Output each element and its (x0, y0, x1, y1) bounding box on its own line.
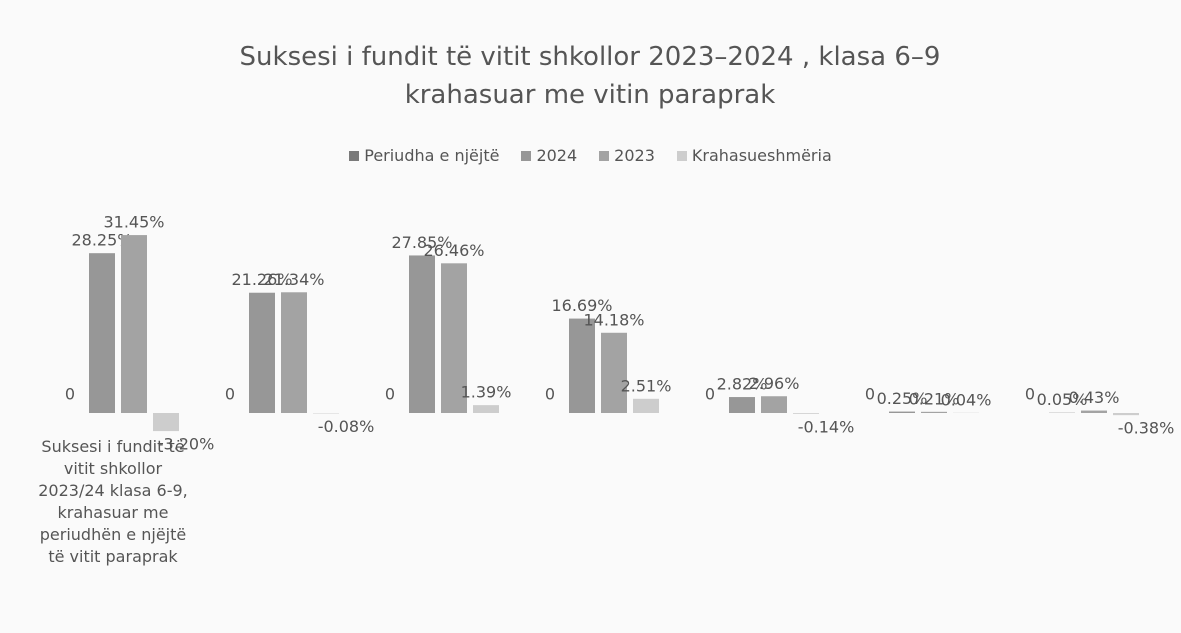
data-label: 0.21% (909, 389, 960, 408)
data-label: 26.46% (423, 241, 484, 260)
data-label: 0 (545, 385, 555, 404)
bar (153, 413, 179, 432)
data-label: 0.43% (1069, 388, 1120, 407)
data-label: 0 (865, 385, 875, 404)
bar (409, 255, 435, 413)
bar (473, 405, 499, 413)
legend-swatch (521, 150, 532, 161)
bar (729, 397, 755, 413)
bar (1113, 413, 1139, 416)
legend-swatch (349, 150, 360, 161)
bar (89, 253, 115, 413)
data-label: 0 (225, 385, 235, 404)
bar (601, 332, 627, 413)
legend-item: Krahasueshmëria (676, 146, 832, 165)
legend-swatch (676, 150, 687, 161)
data-label: -0.14% (798, 417, 855, 436)
data-label: 0 (385, 385, 395, 404)
data-label: -0.38% (1118, 419, 1175, 438)
bar (761, 396, 787, 413)
data-label: -3.20% (158, 435, 215, 454)
data-label: 0.05% (1037, 390, 1088, 409)
data-label: -0.08% (318, 417, 375, 436)
legend-swatch (599, 150, 610, 161)
legend-item: 2023 (599, 146, 655, 165)
bar (441, 263, 467, 413)
data-label: 2.96% (749, 374, 800, 393)
data-label: 0 (705, 385, 715, 404)
legend-item: Periudha e njëjtë (349, 146, 499, 165)
bar (249, 292, 275, 413)
chart-title: Suksesi i fundit të vitit shkollor 2023–… (239, 42, 941, 110)
data-label: 21.34% (263, 270, 324, 289)
data-label: 28.25% (71, 231, 132, 250)
data-label: 21.26% (231, 270, 292, 289)
data-label: 16.69% (551, 296, 612, 315)
bar (793, 413, 819, 414)
bar (1081, 410, 1107, 413)
legend-label: 2023 (614, 146, 655, 165)
legend-label: 2024 (536, 146, 578, 165)
data-label: 0 (65, 385, 75, 404)
bar (121, 235, 147, 413)
data-label: 2.51% (621, 376, 672, 395)
bar (569, 318, 595, 413)
data-label: 31.45% (103, 213, 164, 232)
bar (921, 411, 947, 413)
bar (889, 411, 915, 413)
category-label: Suksesi i fundit të vitit shkollor 2023/… (38, 437, 188, 566)
data-label: 1.39% (461, 383, 512, 402)
bar (633, 398, 659, 413)
data-label: 0.04% (941, 390, 992, 409)
data-label: 2.82% (717, 375, 768, 394)
legend-label: Krahasueshmëria (691, 146, 832, 165)
legend-label: Periudha e njëjtë (364, 146, 500, 165)
data-label: 14.18% (583, 310, 644, 329)
bar (281, 292, 307, 413)
data-label: 0.25% (877, 389, 928, 408)
legend-item: 2024 (521, 146, 577, 165)
legend: Periudha e njëjtë 2024 2023 Krahasueshmëria (0, 146, 1181, 165)
data-label: 0 (1025, 385, 1035, 404)
data-label: 27.85% (391, 233, 452, 252)
